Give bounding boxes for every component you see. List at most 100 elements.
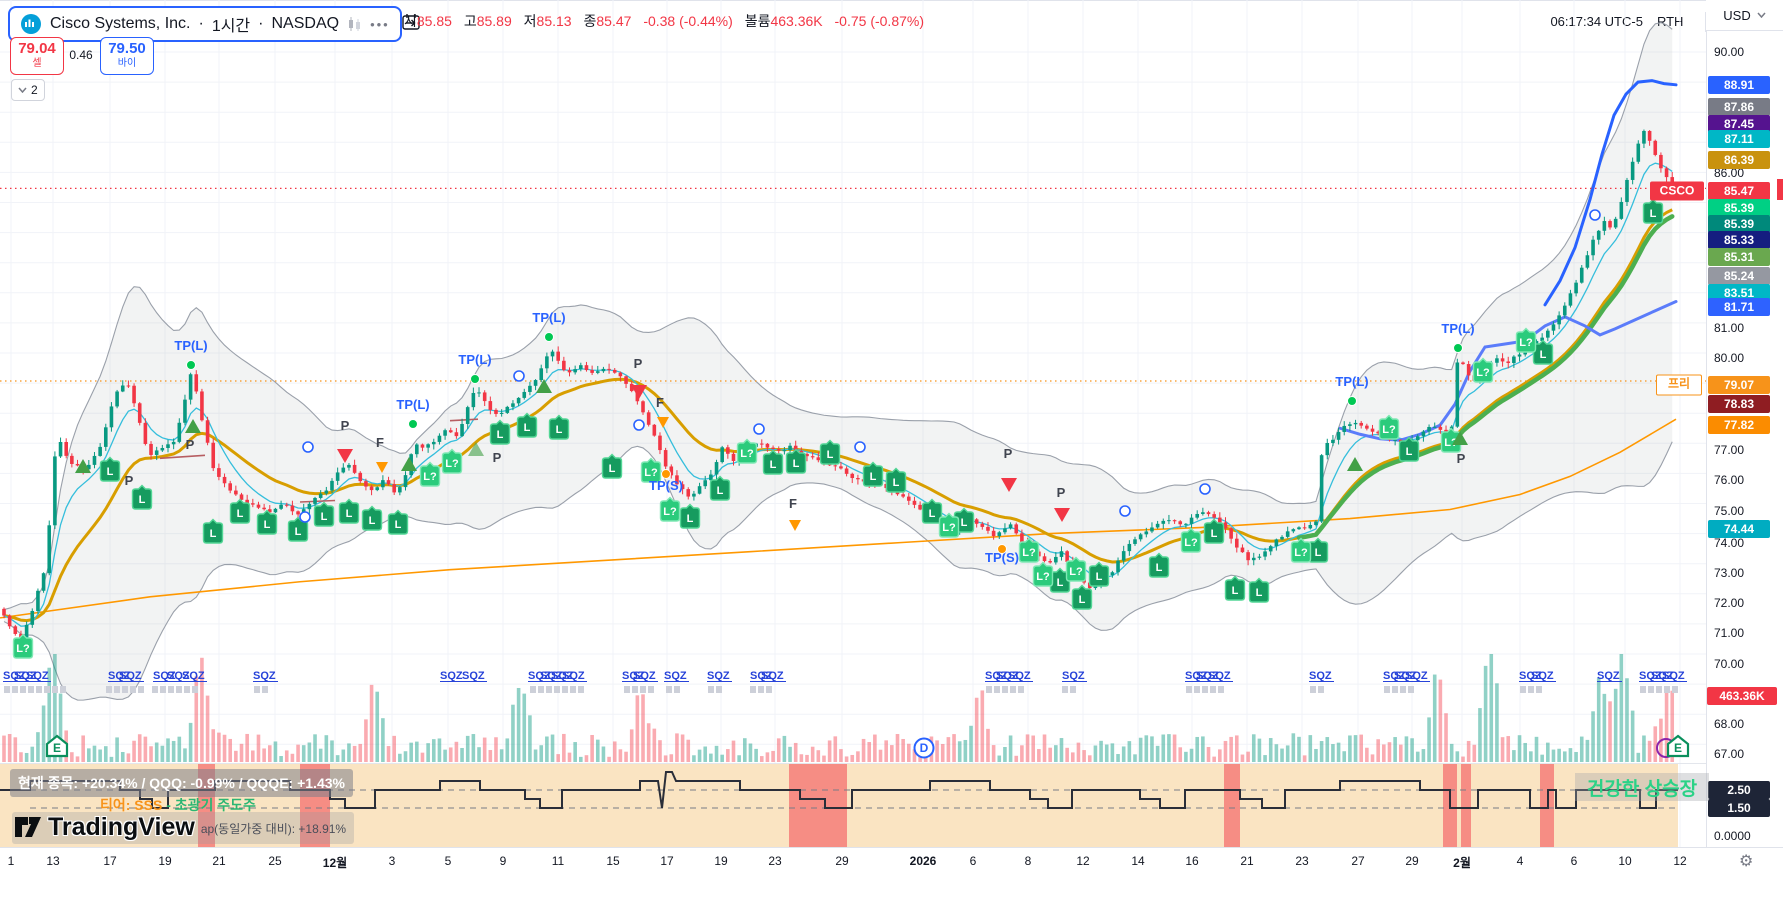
sqz-label: SQZ (633, 670, 656, 682)
market-regime-badge: 건강한 상승장 (1575, 773, 1709, 801)
long-signal-badge (862, 461, 884, 487)
time-axis-label: 12 (1673, 854, 1687, 868)
svg-text:L: L (893, 477, 900, 489)
axis-settings-gear-icon[interactable]: ⚙ (1739, 853, 1754, 870)
svg-text:L: L (1232, 585, 1239, 597)
indicator-panel (0, 763, 1706, 847)
low-value: 85.13 (536, 13, 572, 29)
time-axis-label: 10 (1618, 854, 1632, 868)
price-badge: 79.07 (1708, 376, 1770, 394)
buy-pivot-triangle (401, 457, 417, 471)
svg-text:L?: L? (663, 506, 677, 518)
time-axis-label: 15 (606, 854, 620, 868)
take-profit-label: TP(S) (649, 478, 683, 493)
take-profit-label: TP(L) (532, 310, 565, 325)
svg-text:L: L (1079, 594, 1086, 606)
sqz-label: SQZ (1639, 670, 1662, 682)
sqz-label: SQZ (26, 670, 49, 682)
time-axis-label: 29 (835, 854, 849, 868)
collapse-indicators-chip[interactable]: 2 (11, 79, 45, 101)
price-badge: 87.45 (1708, 115, 1770, 133)
svg-text:L: L (139, 494, 146, 506)
currency-selector[interactable]: USD (1706, 0, 1783, 31)
entry-circle-marker (1119, 505, 1131, 517)
high-label: 고 (463, 13, 477, 29)
time-axis-label: 2026 (909, 854, 937, 868)
sell-pivot-triangle (1001, 478, 1017, 492)
sqz-label: SQZ (528, 670, 551, 682)
dividend-badge (913, 737, 935, 759)
long-signal-badge (1148, 552, 1170, 578)
currency-label: USD (1723, 7, 1751, 23)
time-axis-label: 9 (499, 854, 507, 868)
svg-text:L: L (961, 517, 968, 529)
price-badge: 85.47 (1708, 182, 1770, 200)
long-signal-badge (548, 414, 570, 440)
price-badge: 77.82 (1708, 416, 1770, 434)
sqz-label: SQZ (1008, 670, 1031, 682)
price-badge: 74.44 (1708, 520, 1770, 538)
time-axis-label: 16 (1185, 854, 1199, 868)
earnings-badge (45, 734, 69, 758)
sqz-label: SQZ (761, 670, 784, 682)
take-profit-label: TP(L) (1335, 374, 1368, 389)
sell-button[interactable]: 79.04 셀 (10, 37, 64, 75)
buy-pivot-triangle (468, 442, 484, 456)
price-axis-label: 90.00 (1714, 45, 1745, 59)
svg-text:L?: L? (1444, 437, 1458, 449)
time-axis[interactable] (0, 847, 1783, 875)
regime-text: 건강한 상승장 (1586, 778, 1698, 800)
svg-text:E: E (1674, 741, 1682, 755)
svg-text:L: L (395, 519, 402, 531)
possible-long-badge (441, 448, 463, 474)
price-axis-label: 0.0000 (1714, 829, 1751, 843)
tier-suffix: - 초광기 주도주 (162, 797, 256, 813)
time-axis-label: 21 (1240, 854, 1254, 868)
symbol-legend[interactable]: Cisco Systems, Inc. · 1시간 · NASDAQ ••• (8, 6, 402, 42)
long-signal-badge (1224, 575, 1246, 601)
possible-long-badge (1378, 414, 1400, 440)
tier-prefix: 티어: SSS (100, 797, 163, 813)
svg-text:L?: L? (1022, 547, 1036, 559)
ohlc-readout: 시85.85 고85.89 저85.13 종85.47 -0.38 (-0.44… (404, 11, 924, 31)
svg-text:L?: L? (1382, 424, 1396, 436)
take-profit-dot (997, 544, 1007, 554)
sqz-label: SQZ (440, 670, 463, 682)
time-axis-label: 23 (768, 854, 782, 868)
go-to-date-icon[interactable] (400, 11, 422, 33)
sqz-label: SQZ (108, 670, 131, 682)
svg-text:L?: L? (445, 458, 459, 470)
time-axis-label: 19 (158, 854, 172, 868)
long-signal-badge (338, 498, 360, 524)
time-axis-label: 14 (1131, 854, 1145, 868)
tradingview-watermark: TradingView ap(동일가중 대비): +18.91% (12, 812, 355, 844)
svg-text:L: L (929, 508, 936, 520)
svg-text:L: L (524, 422, 531, 434)
earnings-badge (1666, 734, 1690, 758)
tradingview-logo-icon (15, 817, 41, 837)
price-badge: 78.83 (1708, 395, 1770, 413)
pivot-letter: P (493, 450, 502, 465)
more-menu-icon[interactable]: ••• (370, 16, 390, 32)
interval-label[interactable]: 1시간 (211, 18, 251, 35)
price-badge: 85.31 (1708, 248, 1770, 266)
svg-text:L?: L? (423, 471, 437, 483)
sqz-label: SQZ (1662, 670, 1685, 682)
take-profit-label: TP(L) (458, 352, 491, 367)
svg-text:L?: L? (16, 643, 30, 655)
possible-long-badge (736, 438, 758, 464)
price-badge: 88.91 (1708, 76, 1770, 94)
time-axis-label: 6 (969, 854, 977, 868)
possible-long-badge (1180, 527, 1202, 553)
long-signal-badge (1642, 198, 1664, 224)
buy-button[interactable]: 79.50 바이 (100, 37, 154, 75)
take-profit-label: TP(S) (985, 550, 1019, 565)
pivot-letter: P (125, 473, 134, 488)
svg-text:L: L (1540, 349, 1547, 361)
sqz-label: SQZ (1309, 670, 1332, 682)
price-badge: 85.39 (1708, 199, 1770, 217)
svg-text:L: L (827, 449, 834, 461)
session-toggle[interactable]: RTH (1656, 14, 1684, 29)
symbol-price-tag: CSCO (1650, 181, 1704, 201)
